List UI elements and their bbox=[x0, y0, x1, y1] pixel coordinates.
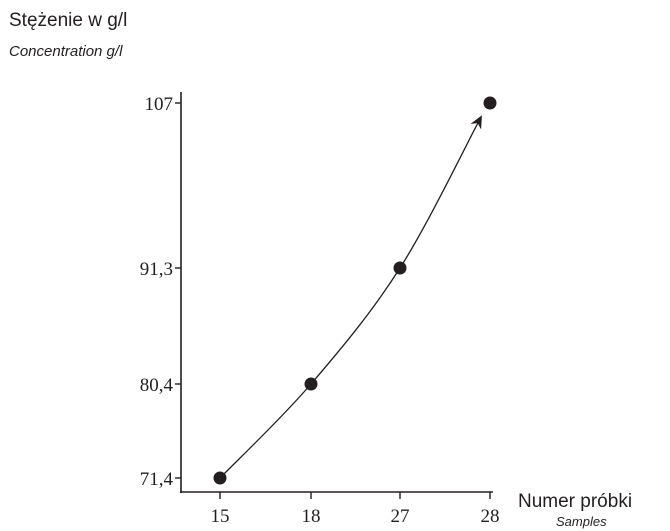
data-point bbox=[483, 96, 497, 110]
x-axis-title: Numer próbki bbox=[518, 491, 632, 512]
x-axis-subtitle: Samples bbox=[556, 514, 607, 529]
series-line bbox=[219, 115, 482, 479]
y-tick-label: 107 bbox=[145, 94, 174, 115]
x-tick-label: 27 bbox=[391, 506, 410, 527]
data-point bbox=[393, 261, 407, 275]
y-axis-title: Stężenie w g/l bbox=[9, 10, 127, 31]
x-tick-label: 28 bbox=[481, 506, 500, 527]
y-tick-label: 91,3 bbox=[140, 259, 173, 280]
y-tick-label: 80,4 bbox=[140, 375, 174, 396]
data-point bbox=[304, 377, 318, 391]
data-point bbox=[213, 471, 227, 485]
y-axis-subtitle: Concentration g/l bbox=[9, 43, 123, 60]
y-tick-label: 71,4 bbox=[140, 469, 174, 490]
x-tick-label: 15 bbox=[211, 506, 230, 527]
x-tick-label: 18 bbox=[302, 506, 321, 527]
